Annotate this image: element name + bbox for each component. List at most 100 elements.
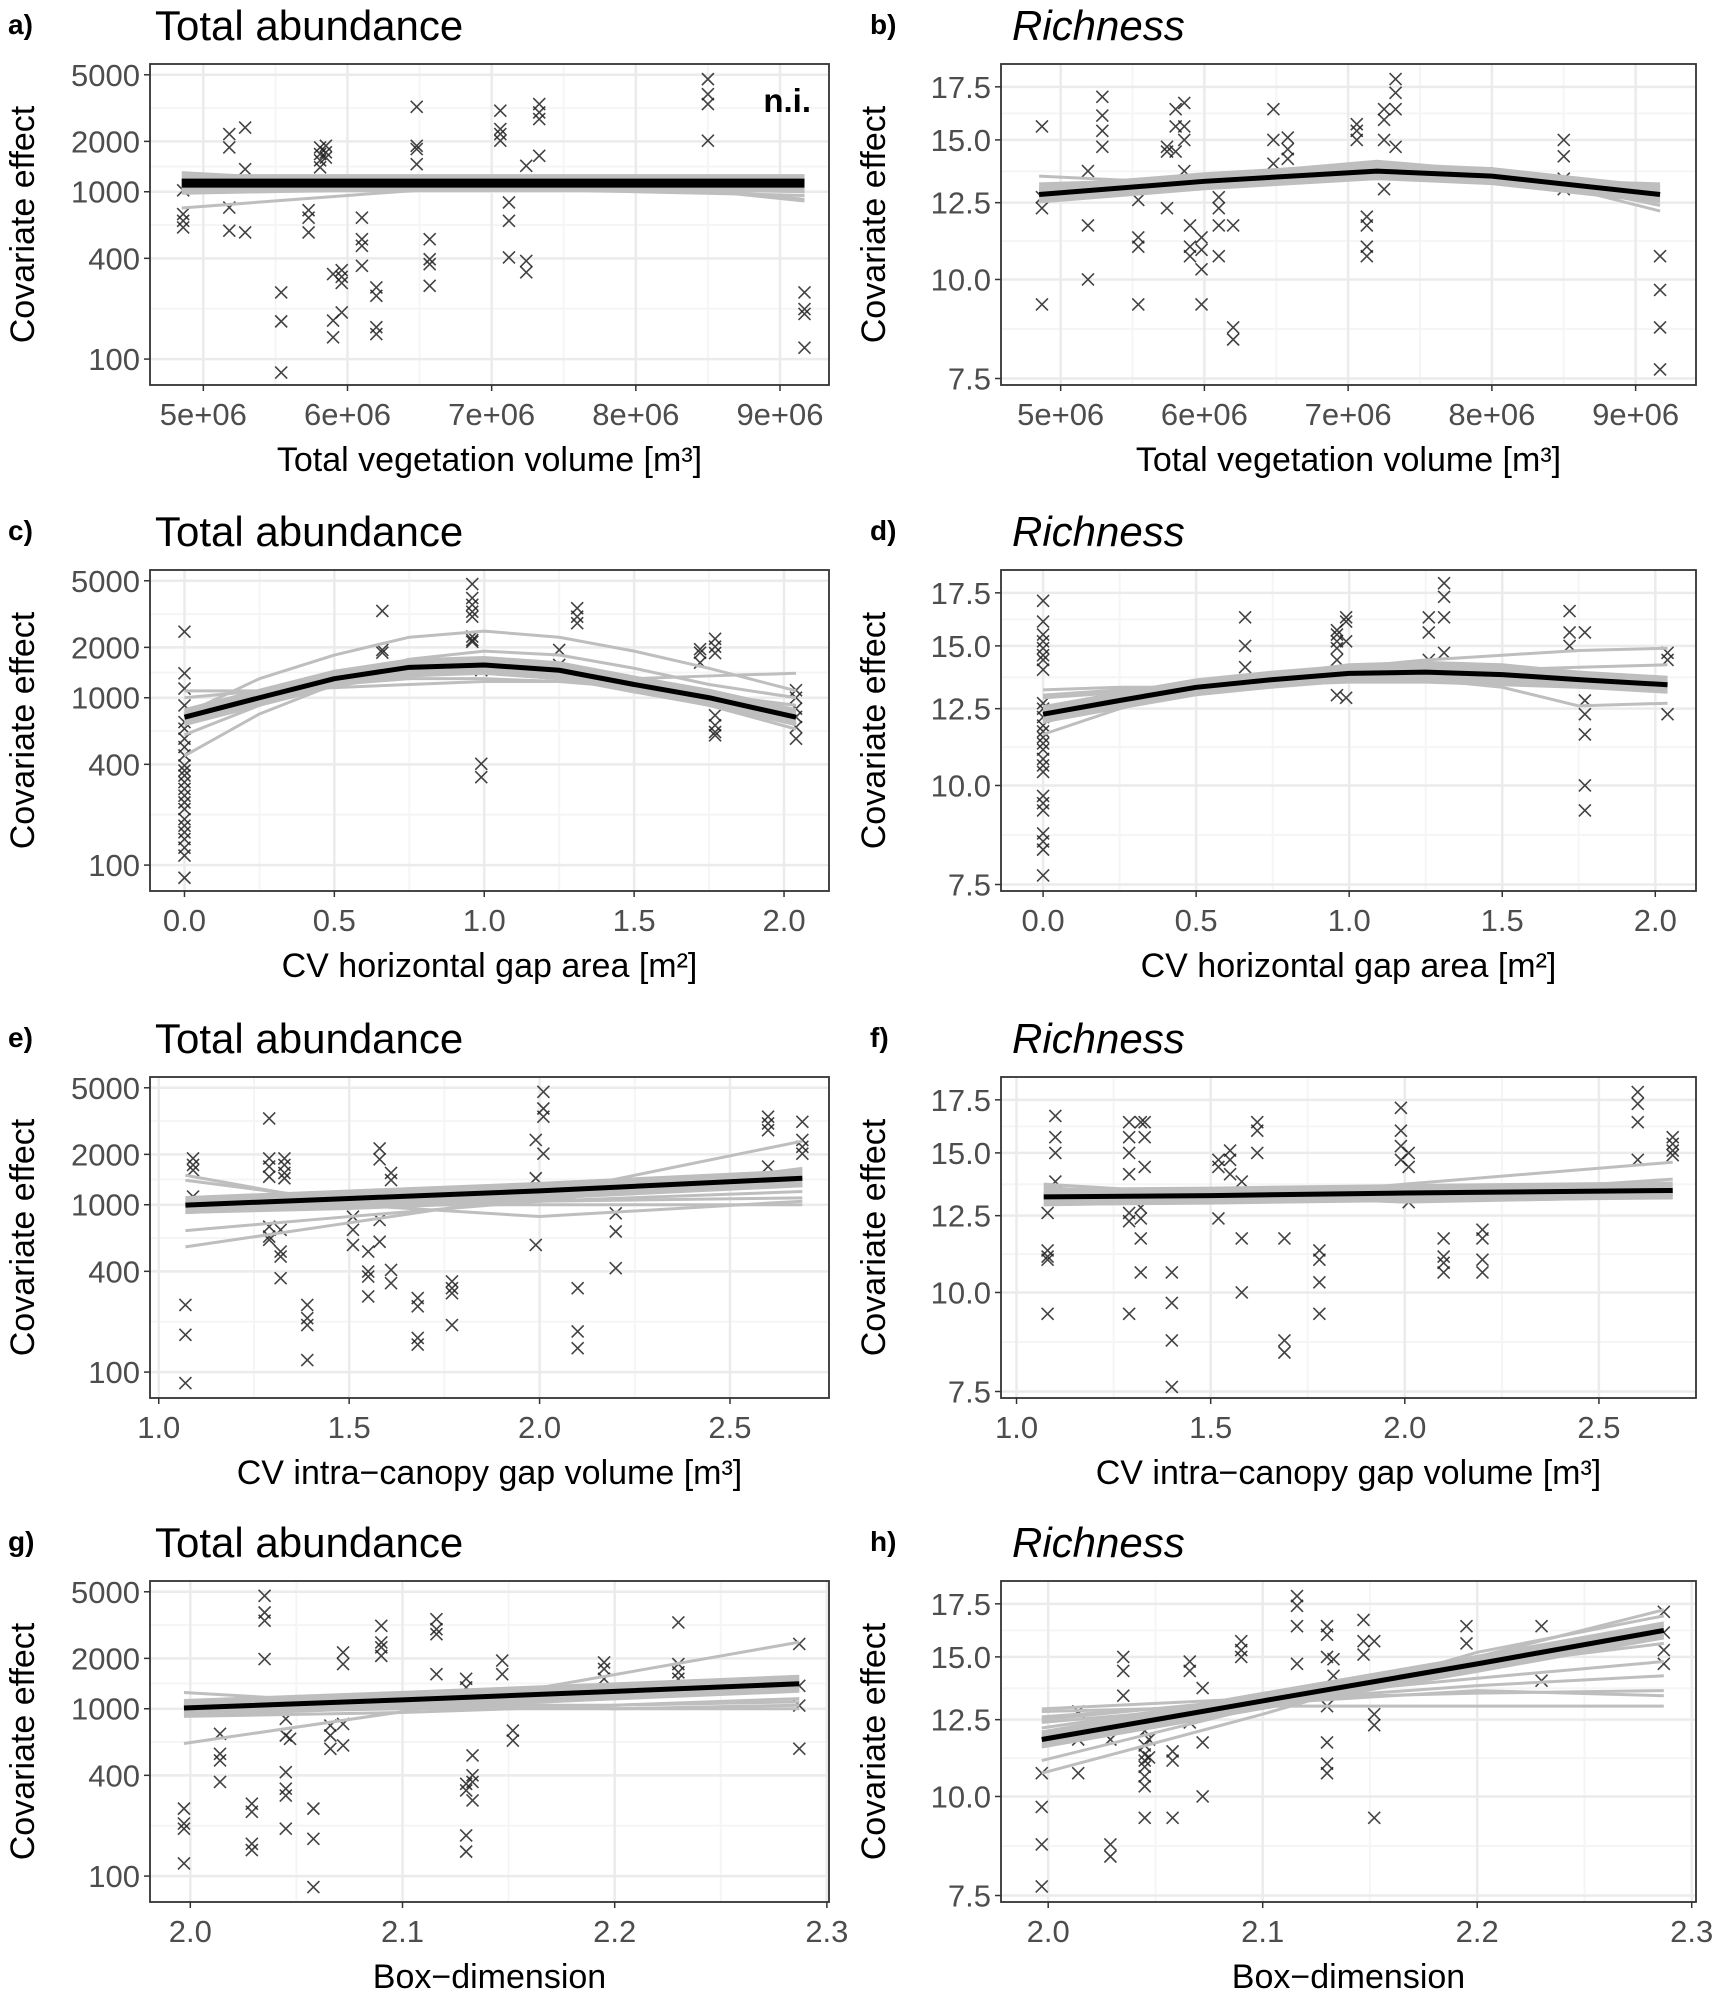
data-point — [1389, 86, 1403, 100]
replicate-fit-line — [185, 1171, 803, 1202]
data-point — [1223, 1153, 1237, 1167]
x-tick-label: 2.0 — [1383, 1410, 1426, 1445]
x-tick-label: 2.2 — [593, 1914, 636, 1949]
y-tick-label: 2000 — [71, 1641, 140, 1676]
data-point — [1194, 230, 1209, 244]
x-axis-label: CV horizontal gap area [m²] — [282, 947, 698, 985]
data-point — [1320, 1757, 1334, 1771]
data-point — [346, 1223, 360, 1237]
data-point — [1169, 145, 1183, 159]
data-point — [336, 1738, 350, 1752]
data-point — [1356, 1613, 1371, 1627]
data-point — [797, 341, 812, 355]
data-point — [355, 259, 369, 273]
data-point — [1360, 240, 1374, 254]
x-tick-label: 1.0 — [1328, 903, 1371, 938]
y-axis-label: Covariate effect — [4, 1118, 42, 1356]
y-tick-label: 10.0 — [931, 768, 991, 803]
x-tick-label: 7e+06 — [448, 397, 535, 432]
data-point — [283, 1732, 297, 1746]
replicate-fit-line — [184, 658, 797, 714]
data-point — [1036, 736, 1050, 750]
data-point — [1377, 182, 1391, 196]
data-point — [465, 633, 479, 647]
data-point — [1312, 1307, 1326, 1321]
data-point — [319, 139, 333, 153]
data-point — [1534, 1619, 1549, 1633]
data-point — [1475, 1265, 1490, 1279]
data-point — [465, 577, 479, 591]
y-tick-label: 17.5 — [931, 576, 991, 611]
plot-area — [1036, 576, 1675, 883]
data-point — [1226, 332, 1240, 347]
data-point — [1134, 1231, 1148, 1245]
data-point — [1134, 1115, 1148, 1129]
data-point — [1122, 1307, 1136, 1321]
plot-frame — [1000, 569, 1697, 892]
data-point — [465, 591, 479, 605]
data-point — [708, 640, 722, 654]
data-point — [1578, 803, 1592, 818]
x-tick-label: 2.3 — [805, 1914, 848, 1949]
y-axis-label: Covariate effect — [855, 1622, 893, 1860]
panel-title: Total abundance — [155, 508, 463, 555]
data-point — [177, 625, 192, 639]
y-tick-label: 12.5 — [931, 1703, 991, 1738]
data-point — [361, 1270, 375, 1284]
data-point — [178, 1328, 192, 1342]
data-point — [1459, 1636, 1474, 1650]
data-point — [177, 1856, 191, 1871]
data-point — [1437, 1231, 1451, 1245]
data-point — [529, 1133, 543, 1147]
data-point — [1095, 140, 1109, 154]
data-point — [671, 1615, 685, 1629]
x-tick-label: 2.0 — [518, 1410, 561, 1445]
data-point — [1653, 320, 1667, 334]
panel-title: Total abundance — [155, 1519, 463, 1566]
data-point — [1194, 262, 1209, 276]
data-point — [1290, 1619, 1304, 1633]
data-point — [1394, 1101, 1408, 1115]
data-point — [361, 1289, 375, 1304]
data-point — [1035, 119, 1049, 133]
data-point — [701, 72, 715, 86]
data-point — [1631, 1115, 1645, 1129]
data-point — [1035, 1879, 1049, 1894]
data-point — [1238, 639, 1252, 653]
data-point — [1048, 1109, 1062, 1123]
y-tick-label: 12.5 — [931, 692, 991, 727]
y-tick-label: 5000 — [71, 564, 140, 599]
x-tick-label: 1.0 — [463, 903, 506, 938]
y-tick-label: 1000 — [71, 681, 140, 716]
mean-fit-line — [185, 1175, 803, 1208]
data-point — [1183, 1664, 1197, 1678]
data-point — [1036, 758, 1050, 772]
x-tick-label: 2.0 — [1027, 1914, 1070, 1949]
data-point — [1437, 576, 1451, 590]
data-point — [1281, 152, 1295, 166]
y-tick-label: 15.0 — [931, 123, 991, 158]
data-point — [423, 257, 437, 271]
data-point — [262, 1160, 276, 1174]
data-point — [1281, 142, 1295, 156]
panel-letter: b) — [870, 9, 896, 40]
data-point — [355, 211, 369, 225]
y-tick-label: 17.5 — [931, 1083, 991, 1118]
data-point — [222, 224, 236, 238]
data-point — [1165, 1265, 1179, 1279]
data-point — [532, 105, 546, 119]
data-point — [1122, 1167, 1136, 1181]
data-point — [369, 327, 383, 341]
panel-title: Richness — [1012, 2, 1185, 49]
data-point — [761, 1116, 775, 1131]
data-point — [1653, 283, 1667, 297]
plot-frame — [1000, 1580, 1697, 1903]
x-tick-label: 0.5 — [1175, 903, 1218, 938]
y-tick-label: 10.0 — [931, 262, 991, 297]
y-tick-label: 7.5 — [948, 868, 991, 903]
data-point — [1138, 1130, 1152, 1144]
replicate-fit-line — [183, 1687, 800, 1715]
x-tick-label: 8e+06 — [592, 397, 679, 432]
data-point — [279, 1765, 293, 1779]
y-tick-label: 100 — [88, 342, 140, 377]
